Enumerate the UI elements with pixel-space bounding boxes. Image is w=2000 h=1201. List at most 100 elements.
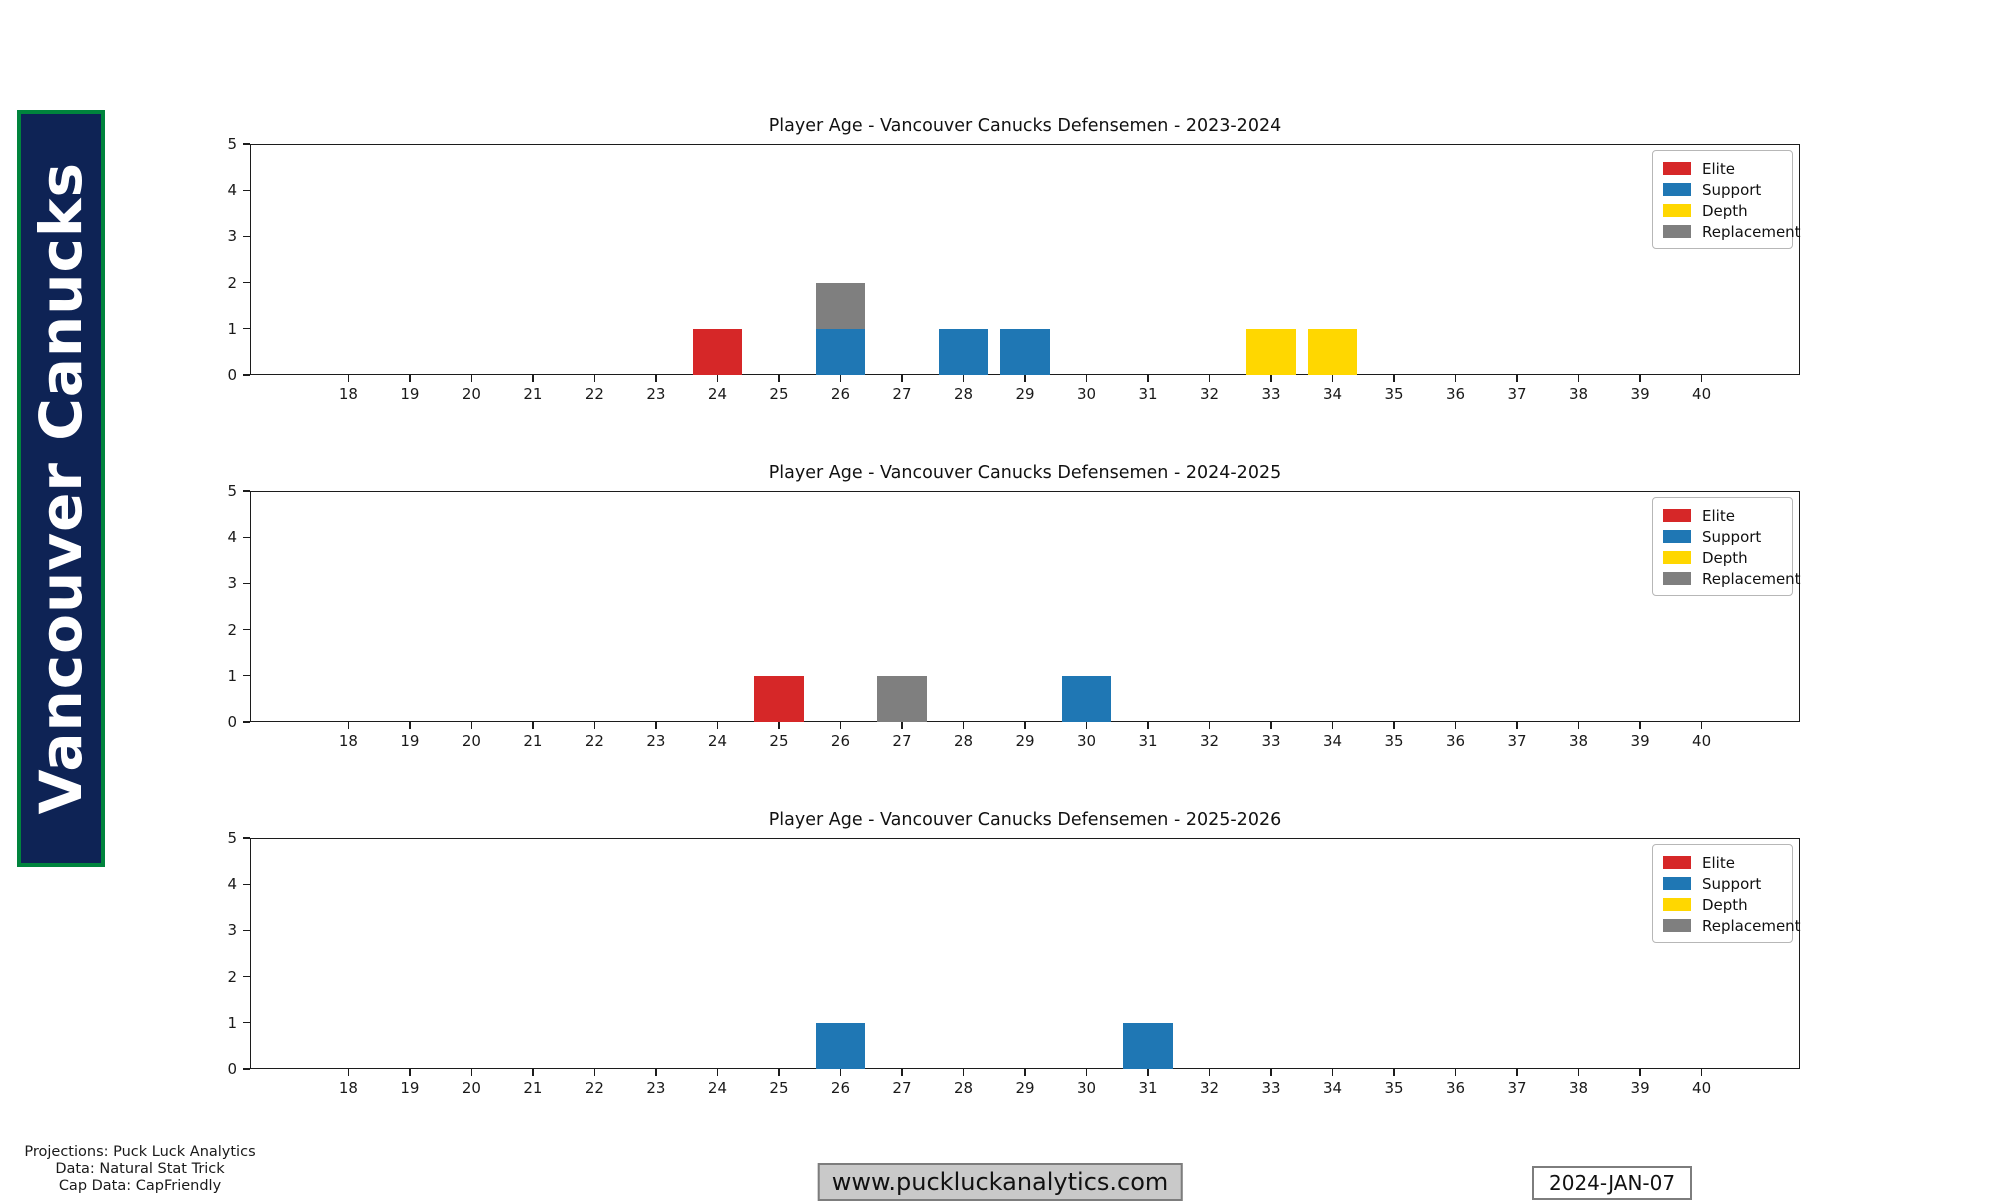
legend-item-replacement: Replacement bbox=[1663, 221, 1801, 242]
legend-item-support: Support bbox=[1663, 179, 1786, 200]
depth-swatch-icon bbox=[1663, 551, 1691, 564]
x-tick-label: 23 bbox=[646, 385, 666, 403]
date-box: 2024-JAN-07 bbox=[1532, 1166, 1693, 1200]
x-tick bbox=[470, 375, 473, 382]
x-tick-label: 33 bbox=[1261, 732, 1281, 750]
legend-label: Elite bbox=[1702, 506, 1735, 525]
x-tick-label: 29 bbox=[1015, 1079, 1035, 1097]
bar-age-31-support bbox=[1123, 1022, 1173, 1069]
x-tick bbox=[347, 375, 350, 382]
x-tick bbox=[1024, 1069, 1026, 1076]
x-tick-label: 32 bbox=[1199, 385, 1220, 403]
elite-swatch-icon bbox=[1663, 509, 1691, 522]
x-tick bbox=[839, 375, 842, 382]
y-tick bbox=[243, 629, 250, 631]
legend-label: Elite bbox=[1702, 159, 1735, 178]
y-tick-label: 4 bbox=[227, 181, 237, 200]
x-tick bbox=[1639, 1069, 1641, 1076]
legend-item-replacement: Replacement bbox=[1663, 568, 1801, 589]
y-tick-label: 0 bbox=[227, 713, 237, 731]
x-tick bbox=[1639, 722, 1641, 729]
y-tick-label: 3 bbox=[227, 227, 237, 246]
x-tick bbox=[593, 375, 596, 382]
x-tick-label: 26 bbox=[830, 1079, 851, 1097]
x-tick-label: 20 bbox=[461, 732, 481, 750]
x-tick-label: 35 bbox=[1384, 385, 1404, 403]
x-tick-label: 30 bbox=[1076, 385, 1097, 403]
team-banner: Vancouver Canucks bbox=[17, 110, 105, 867]
x-tick bbox=[1147, 722, 1149, 729]
y-tick bbox=[243, 143, 250, 145]
x-tick bbox=[347, 722, 350, 729]
x-tick-label: 22 bbox=[584, 1079, 604, 1097]
replacement-swatch-icon bbox=[1663, 572, 1691, 585]
x-tick-label: 27 bbox=[892, 1079, 912, 1097]
x-tick bbox=[1208, 375, 1211, 382]
x-tick-label: 39 bbox=[1630, 385, 1650, 403]
depth-swatch-icon bbox=[1663, 898, 1691, 911]
legend: Elite Support Depth Replacement bbox=[1652, 150, 1801, 249]
x-tick bbox=[1454, 375, 1457, 382]
credit-line-data: Data: Natural Stat Trick bbox=[55, 1161, 225, 1177]
bar-age-25-elite bbox=[754, 675, 804, 722]
bar-age-24-elite bbox=[692, 328, 743, 375]
x-tick-label: 30 bbox=[1076, 1079, 1097, 1097]
x-tick bbox=[1516, 375, 1518, 382]
support-swatch-icon bbox=[1663, 530, 1691, 543]
x-tick-label: 19 bbox=[400, 385, 420, 403]
legend-item-elite: Elite bbox=[1663, 852, 1786, 873]
x-tick bbox=[1147, 1069, 1149, 1076]
x-tick bbox=[778, 722, 780, 729]
x-tick bbox=[655, 1069, 657, 1076]
x-tick bbox=[1270, 375, 1272, 382]
legend-item-depth: Depth bbox=[1663, 894, 1786, 915]
y-tick bbox=[243, 536, 250, 538]
x-tick-label: 31 bbox=[1138, 732, 1158, 750]
x-tick bbox=[1208, 1069, 1211, 1076]
y-tick-label: 0 bbox=[227, 1060, 237, 1078]
x-tick bbox=[1577, 1069, 1580, 1076]
x-tick-label: 28 bbox=[953, 732, 974, 750]
x-tick-label: 36 bbox=[1446, 385, 1466, 403]
x-tick bbox=[1393, 1069, 1395, 1076]
y-tick-label: 5 bbox=[227, 829, 237, 847]
y-tick-label: 3 bbox=[227, 574, 237, 593]
y-tick-label: 3 bbox=[227, 921, 237, 940]
x-tick bbox=[1393, 722, 1395, 729]
y-tick bbox=[243, 189, 250, 191]
x-tick bbox=[409, 722, 411, 729]
x-tick bbox=[1577, 375, 1580, 382]
legend-item-elite: Elite bbox=[1663, 505, 1786, 526]
legend-label: Depth bbox=[1702, 548, 1748, 567]
bar-age-34-depth bbox=[1307, 328, 1358, 375]
chart-title: Player Age - Vancouver Canucks Defenseme… bbox=[768, 116, 1282, 136]
x-tick bbox=[655, 375, 657, 382]
x-tick-label: 33 bbox=[1261, 1079, 1281, 1097]
x-tick bbox=[962, 375, 965, 382]
x-tick bbox=[1516, 722, 1518, 729]
x-tick-label: 21 bbox=[523, 385, 543, 403]
x-tick bbox=[901, 722, 903, 729]
bar-age-26-support bbox=[815, 1022, 866, 1069]
x-tick-label: 29 bbox=[1015, 385, 1035, 403]
x-tick bbox=[778, 1069, 780, 1076]
x-tick-label: 19 bbox=[400, 1079, 420, 1097]
x-tick-label: 28 bbox=[953, 1079, 974, 1097]
x-tick bbox=[1024, 375, 1026, 382]
x-tick-label: 25 bbox=[769, 732, 789, 750]
x-tick-label: 35 bbox=[1384, 732, 1404, 750]
x-tick-label: 30 bbox=[1076, 732, 1097, 750]
x-tick-label: 34 bbox=[1322, 1079, 1343, 1097]
support-swatch-icon bbox=[1663, 877, 1691, 890]
x-tick-label: 18 bbox=[338, 385, 358, 403]
y-tick-label: 1 bbox=[227, 666, 237, 685]
x-tick-label: 36 bbox=[1446, 732, 1466, 750]
x-tick-label: 26 bbox=[830, 732, 851, 750]
x-tick-label: 28 bbox=[953, 385, 974, 403]
x-tick bbox=[1639, 375, 1641, 382]
legend-label: Support bbox=[1702, 874, 1762, 893]
x-tick-label: 34 bbox=[1322, 385, 1343, 403]
y-tick bbox=[243, 1068, 250, 1070]
y-tick-label: 4 bbox=[227, 528, 237, 547]
y-tick-label: 1 bbox=[227, 319, 237, 338]
